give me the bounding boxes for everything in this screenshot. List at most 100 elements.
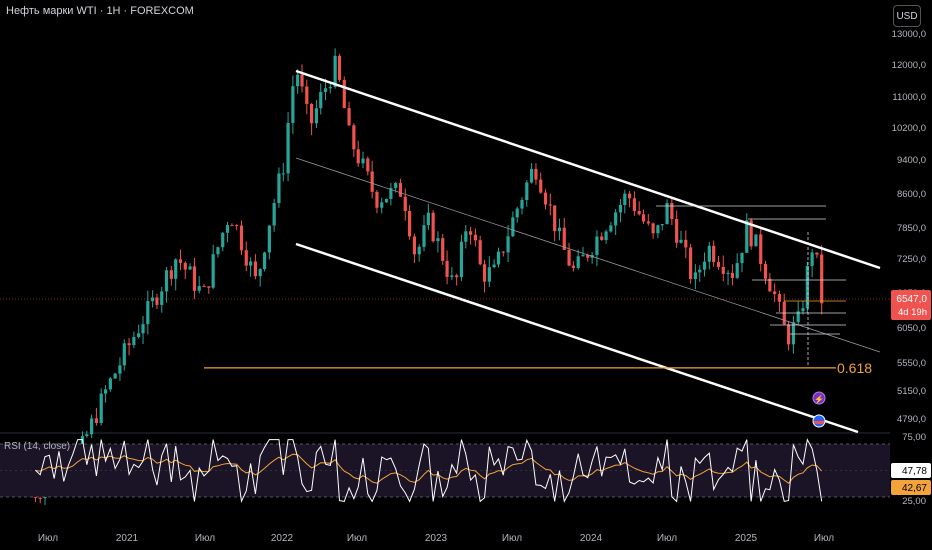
candle-body xyxy=(94,418,99,424)
candle-body xyxy=(492,264,496,268)
candle-body xyxy=(810,252,814,266)
time-tick-label: Июл xyxy=(814,533,834,544)
candle-body xyxy=(118,365,122,374)
currency-button[interactable]: USD xyxy=(893,5,921,27)
time-tick-label: 2021 xyxy=(116,533,139,544)
candle-body xyxy=(623,193,627,205)
candle-body xyxy=(221,232,225,248)
rsi-level-75: 75,00 xyxy=(902,432,926,443)
candle-body xyxy=(571,265,576,268)
candle-body xyxy=(595,236,599,255)
candle-body xyxy=(342,79,346,109)
candle-body xyxy=(637,211,641,215)
time-tick-label: 2024 xyxy=(580,533,603,544)
price-tick-label: 4790,0 xyxy=(897,414,926,425)
candle-body xyxy=(375,191,379,208)
candle-body xyxy=(726,272,730,274)
candle-body xyxy=(539,179,543,193)
candle-body xyxy=(188,266,192,270)
candle-body xyxy=(99,393,103,424)
candle-body xyxy=(305,86,309,104)
candle-body xyxy=(815,252,819,255)
candle-body xyxy=(235,225,239,227)
candle-body xyxy=(146,301,150,325)
candle-body xyxy=(352,125,356,150)
candle-body xyxy=(473,234,477,241)
candle-body xyxy=(759,234,763,264)
lightning-icon-glyph: ⚡ xyxy=(814,394,824,404)
candle-body xyxy=(487,267,491,282)
candle-body xyxy=(207,286,211,288)
lightning-icon xyxy=(812,391,826,405)
candle-body xyxy=(515,208,519,218)
candle-body xyxy=(796,311,800,323)
candle-body xyxy=(656,225,660,234)
chart-title: Нефть марки WTI · 1H · FOREXCOM xyxy=(6,5,194,17)
candle-body xyxy=(688,247,693,280)
candle-body xyxy=(230,225,234,227)
candle-body xyxy=(693,272,697,280)
candle-body xyxy=(244,250,248,266)
candle-body xyxy=(675,218,679,243)
candle-body xyxy=(164,270,169,292)
candle-body xyxy=(600,236,604,240)
candle-body xyxy=(627,193,632,199)
candle-body xyxy=(426,212,430,226)
channel-upper-line xyxy=(295,69,881,270)
candle-body xyxy=(436,238,440,242)
price-tick-label: 6050,0 xyxy=(897,323,926,334)
candle-body xyxy=(85,434,89,437)
candle-body xyxy=(277,173,281,204)
candle-body xyxy=(773,291,777,295)
candle-body xyxy=(337,55,342,80)
candle-body xyxy=(192,266,197,291)
candle-body xyxy=(581,254,585,257)
rsi-level-25: 25,00 xyxy=(902,496,926,507)
price-tick-label: 13000,0 xyxy=(892,29,926,40)
time-tick-label: Июл xyxy=(195,533,215,544)
candle-body xyxy=(805,265,809,309)
candle-body xyxy=(281,173,285,175)
price-tag-value: 6547,0 xyxy=(896,294,927,305)
candle-body xyxy=(103,389,108,394)
candle-body xyxy=(328,86,332,89)
candle-body xyxy=(791,322,795,345)
candle-body xyxy=(712,245,716,263)
channel-lower-line xyxy=(295,242,859,434)
rsi-value-tag xyxy=(891,463,931,478)
candle-body xyxy=(286,122,290,174)
candle-body xyxy=(239,225,244,251)
candle-body xyxy=(258,269,262,277)
rsi-value: 47,78 xyxy=(902,466,927,477)
candle-body xyxy=(496,251,501,265)
candle-body xyxy=(300,74,304,87)
candle-body xyxy=(155,297,159,305)
candle-body xyxy=(777,294,782,302)
candle-body xyxy=(801,308,805,312)
candle-body xyxy=(384,198,389,203)
price-tick-label: 7850,0 xyxy=(897,223,926,234)
channel-mid-line xyxy=(295,157,881,353)
candle-body xyxy=(90,418,94,435)
candle-body xyxy=(786,324,791,345)
candle-body xyxy=(464,231,468,242)
candle-body xyxy=(482,264,487,282)
price-tick-label: 9400,0 xyxy=(897,155,926,166)
time-tick-label: Июл xyxy=(657,533,677,544)
candle-body xyxy=(609,225,613,232)
time-tick-label: 2022 xyxy=(271,533,294,544)
candle-body xyxy=(380,202,384,208)
candle-body xyxy=(417,246,421,255)
candle-body xyxy=(108,378,112,390)
candle-body xyxy=(548,204,552,206)
candle-body xyxy=(820,254,824,304)
candle-body xyxy=(749,220,753,247)
candle-body xyxy=(632,198,636,212)
candle-body xyxy=(702,261,707,270)
time-tick-label: 2025 xyxy=(735,533,758,544)
candle-body xyxy=(370,171,374,192)
candle-body xyxy=(455,275,459,278)
candle-body xyxy=(740,252,744,264)
candle-body xyxy=(202,286,206,288)
